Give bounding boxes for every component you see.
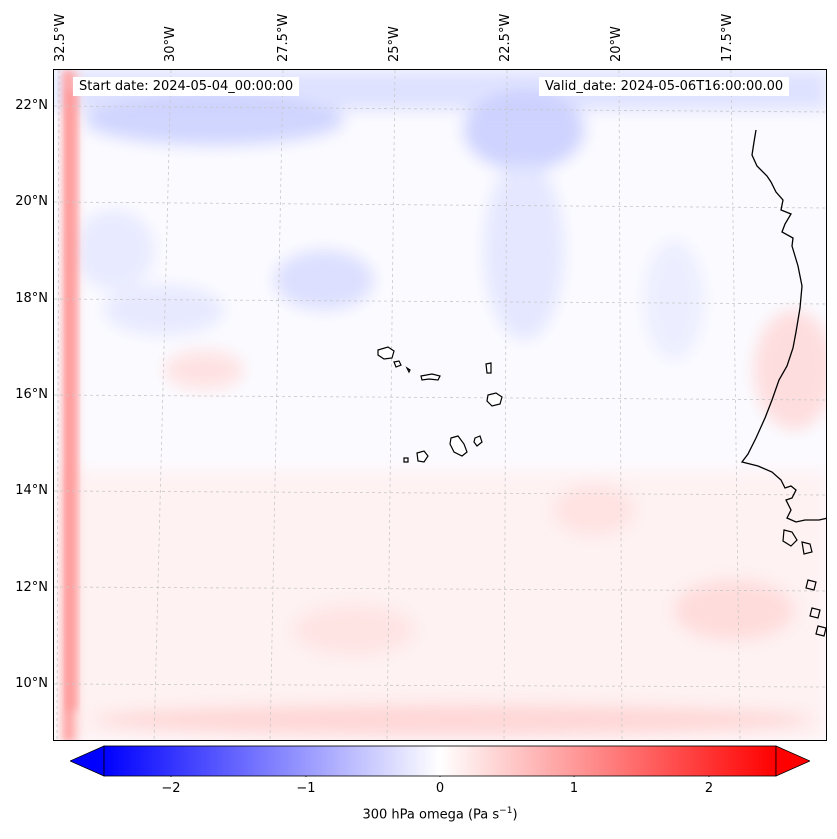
map-panel[interactable] (53, 69, 827, 741)
lat-label-12n: 12°N (15, 580, 48, 595)
island-maio (473, 435, 483, 447)
colorbar-label-close: ) (512, 807, 518, 823)
colorbar-max-extend (775, 745, 810, 777)
lon-label-25w: 25°W (387, 26, 402, 62)
colorbar-tick-1: 1 (569, 781, 579, 796)
field-west-boundary-core (66, 90, 78, 710)
valid-date-label: Valid_date: 2024-05-06T16:00:00.00 (539, 77, 790, 96)
colorbar-tick-neg2: −2 (161, 781, 181, 796)
field-positive-patches (94, 310, 826, 735)
lat-label-20n: 20°N (15, 194, 48, 209)
lat-label-14n: 14°N (15, 483, 48, 498)
lat-label-16n: 16°N (15, 387, 48, 402)
colorbar-tick-marks (170, 776, 710, 777)
africa-coast-islands (782, 529, 826, 637)
island-sal (485, 362, 492, 374)
island-boa-vista (486, 392, 503, 407)
colorbar-min-extend (70, 745, 105, 777)
start-date-label: Start date: 2024-05-04_00:00:00 (73, 77, 300, 96)
colorbar-label-text: 300 hPa omega (Pa s (362, 807, 500, 823)
colorbar-tick-2: 2 (704, 781, 714, 796)
lon-label-17-5w: 17.5°W (720, 13, 735, 62)
colorbar-tick-0: 0 (435, 781, 445, 796)
lon-label-20w: 20°W (609, 26, 624, 62)
island-santa-luzia (405, 366, 411, 374)
lon-label-32-5w: 32.5°W (53, 13, 68, 62)
lon-label-27-5w: 27.5°W (276, 13, 291, 62)
island-sao-vicente (393, 360, 402, 368)
lon-label-30w: 30°W (163, 26, 178, 62)
island-santo-antao (377, 346, 395, 360)
lat-label-18n: 18°N (15, 291, 48, 306)
island-santiago (449, 435, 468, 457)
cape-verde-islands (377, 346, 503, 463)
island-sao-nicolau (420, 373, 441, 381)
lat-label-22n: 22°N (15, 98, 48, 113)
africa-coastline (740, 129, 826, 523)
colorbar-label: 300 hPa omega (Pa s−1) (0, 806, 837, 822)
graticule (54, 70, 826, 740)
omega-field-map[interactable] (54, 70, 827, 741)
colorbar-gradient (103, 745, 777, 777)
colorbar-label-exponent: −1 (499, 806, 513, 816)
lat-label-10n: 10°N (15, 676, 48, 691)
island-brava (403, 457, 409, 463)
colorbar (70, 745, 810, 777)
island-fogo (416, 450, 429, 463)
colorbar-tick-neg1: −1 (296, 781, 316, 796)
lon-label-22-5w: 22.5°W (498, 13, 513, 62)
